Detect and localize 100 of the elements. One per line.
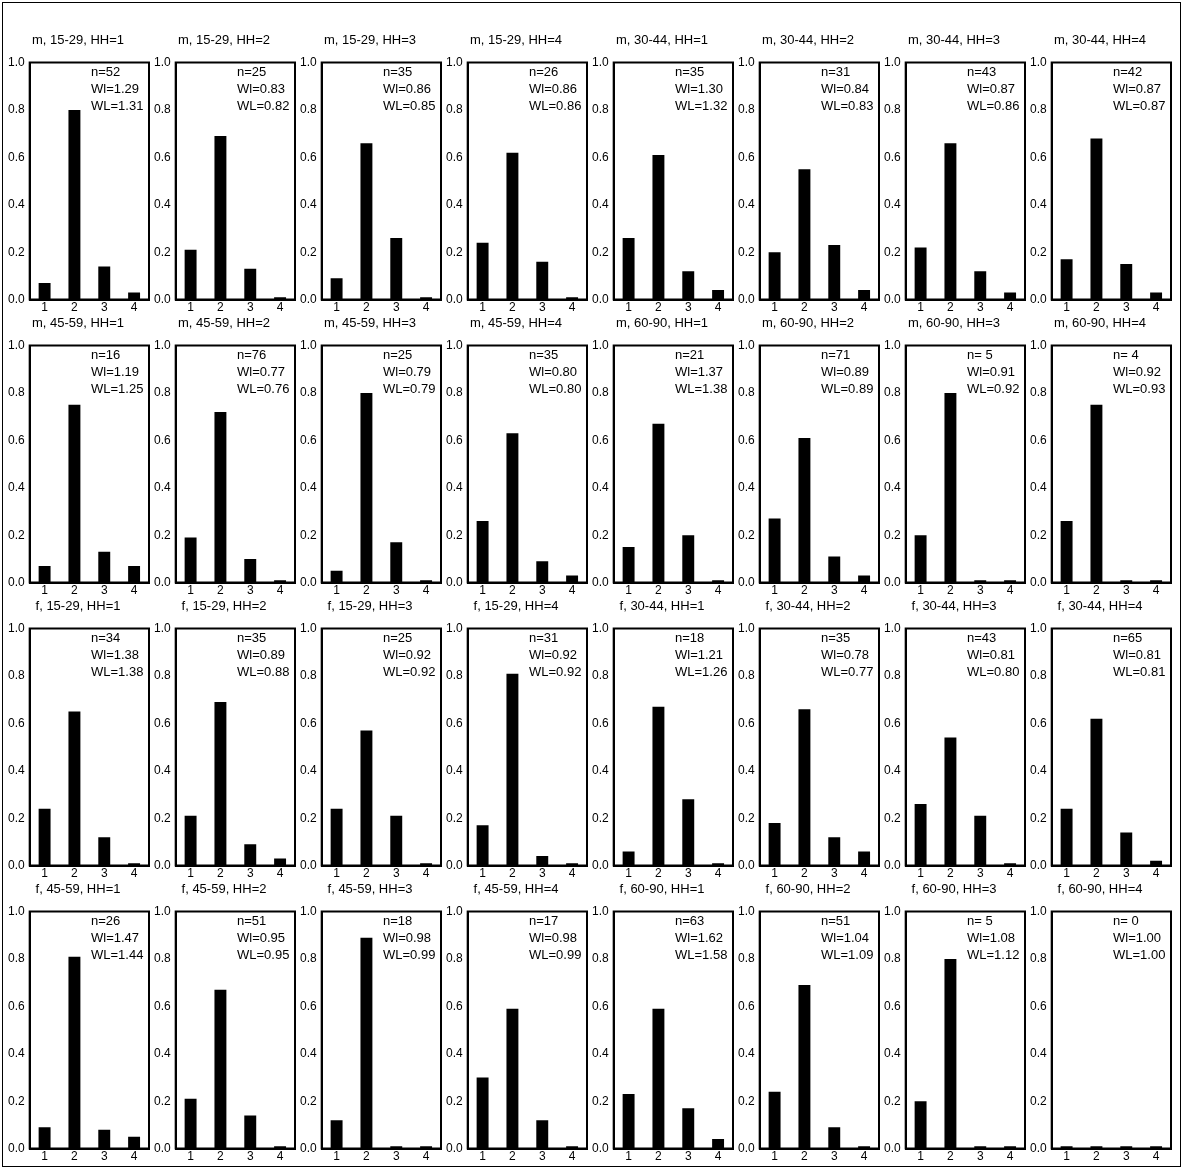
annotation: WL=1.32 [675, 97, 728, 113]
x-tick-label: 4 [860, 300, 868, 315]
x-tick-label: 4 [568, 866, 576, 881]
y-tick-label: 0.8 [299, 102, 317, 117]
annotation: WL=0.93 [1113, 380, 1166, 396]
annotation: n=26 [529, 63, 559, 79]
annotation: WL=0.92 [529, 663, 582, 679]
x-tick-label: 2 [801, 583, 809, 598]
y-tick-label: 0.2 [591, 527, 609, 542]
y-tick-label: 0.0 [883, 857, 901, 872]
x-tick-label: 3 [830, 866, 838, 881]
annotation: Wl=0.83 [237, 80, 286, 96]
annotation: Wl=1.04 [821, 929, 870, 945]
annotation: n=35 [675, 63, 705, 79]
x-tick-label: 2 [947, 1149, 955, 1164]
x-tick-label: 2 [801, 866, 809, 881]
y-tick-label: 0.8 [1029, 385, 1047, 400]
y-tick-label: 0.4 [737, 480, 755, 495]
y-tick-label: 0.2 [883, 810, 901, 825]
y-tick-label: 0.6 [153, 432, 171, 447]
x-tick-label: 3 [830, 1149, 838, 1164]
chart-title: f, 45-59, HH=4 [473, 881, 559, 897]
x-tick-label: 2 [1093, 1149, 1101, 1164]
annotation: Wl=0.77 [237, 363, 286, 379]
y-tick-label: 1.0 [299, 54, 317, 69]
y-tick-label: 0.2 [153, 1093, 171, 1108]
y-tick-label: 0.8 [445, 385, 463, 400]
y-tick-label: 0.4 [7, 480, 25, 495]
annotation: Wl=0.92 [383, 646, 432, 662]
x-tick-label: 4 [568, 1149, 576, 1164]
annotation: Wl=1.37 [675, 363, 724, 379]
y-tick-label: 0.4 [883, 480, 901, 495]
y-tick-label: 0.0 [737, 291, 755, 306]
x-tick-label: 4 [714, 583, 722, 598]
annotation: Wl=0.87 [1113, 80, 1162, 96]
annotation: WL=1.44 [91, 946, 144, 962]
y-tick-label: 0.6 [299, 715, 317, 730]
annotation: WL=1.31 [91, 97, 144, 113]
y-tick-label: 1.0 [591, 54, 609, 69]
y-tick-label: 0.4 [1029, 763, 1047, 778]
y-tick-label: 0.4 [591, 1046, 609, 1061]
annotation: WL=0.77 [821, 663, 874, 679]
annotation: n=31 [529, 629, 559, 645]
annotation: WL=1.26 [675, 663, 728, 679]
y-tick-label: 0.6 [591, 432, 609, 447]
y-tick-label: 0.4 [153, 197, 171, 212]
x-tick-label: 1 [771, 1149, 779, 1164]
x-tick-label: 3 [538, 300, 546, 315]
annotation: n=25 [383, 629, 413, 645]
y-tick-label: 0.2 [1029, 244, 1047, 259]
chart-title: m, 30-44, HH=2 [761, 32, 855, 48]
annotation: Wl=0.81 [1113, 646, 1162, 662]
annotation: n=35 [821, 629, 851, 645]
annotation: n=35 [237, 629, 267, 645]
y-tick-label: 1.0 [7, 54, 25, 69]
annotation: Wl=1.30 [675, 80, 724, 96]
y-tick-label: 1.0 [1029, 903, 1047, 918]
annotation: n=16 [91, 346, 121, 362]
annotation: Wl=0.80 [529, 363, 578, 379]
x-tick-label: 4 [276, 583, 284, 598]
x-tick-label: 2 [217, 583, 225, 598]
x-tick-label: 3 [538, 1149, 546, 1164]
annotation: n=26 [91, 912, 121, 928]
y-tick-label: 0.0 [591, 291, 609, 306]
x-tick-label: 1 [771, 300, 779, 315]
annotation: WL=1.00 [1113, 946, 1166, 962]
y-tick-label: 1.0 [7, 903, 25, 918]
x-tick-label: 2 [801, 1149, 809, 1164]
annotation: n=35 [383, 63, 413, 79]
x-tick-label: 4 [860, 583, 868, 598]
chart-title: m, 45-59, HH=4 [469, 315, 563, 331]
y-tick-label: 0.8 [883, 951, 901, 966]
x-tick-label: 1 [917, 866, 925, 881]
y-tick-label: 0.8 [7, 385, 25, 400]
y-tick-label: 0.4 [7, 197, 25, 212]
x-tick-label: 2 [363, 1149, 371, 1164]
chart-title: m, 45-59, HH=1 [31, 315, 125, 331]
y-tick-label: 0.2 [737, 810, 755, 825]
y-tick-label: 0.2 [7, 244, 25, 259]
x-tick-label: 2 [655, 1149, 663, 1164]
y-tick-label: 0.8 [737, 951, 755, 966]
x-tick-label: 1 [625, 866, 633, 881]
y-tick-label: 0.2 [1029, 810, 1047, 825]
x-tick-label: 1 [41, 866, 49, 881]
x-tick-label: 4 [860, 866, 868, 881]
x-tick-label: 2 [655, 300, 663, 315]
y-tick-label: 1.0 [153, 620, 171, 635]
x-tick-label: 4 [714, 1149, 722, 1164]
y-tick-label: 0.0 [299, 1140, 317, 1155]
annotation: WL=1.12 [967, 946, 1020, 962]
chart-title: f, 60-90, HH=1 [619, 881, 705, 897]
chart-title: f, 30-44, HH=4 [1057, 598, 1143, 614]
y-tick-label: 0.2 [591, 1093, 609, 1108]
annotation: n=51 [821, 912, 851, 928]
chart-title: m, 60-90, HH=4 [1053, 315, 1147, 331]
x-tick-label: 2 [1093, 300, 1101, 315]
chart-title: f, 45-59, HH=2 [181, 881, 267, 897]
annotation: n=65 [1113, 629, 1143, 645]
annotation: n=43 [967, 63, 997, 79]
annotation: n=21 [675, 346, 705, 362]
